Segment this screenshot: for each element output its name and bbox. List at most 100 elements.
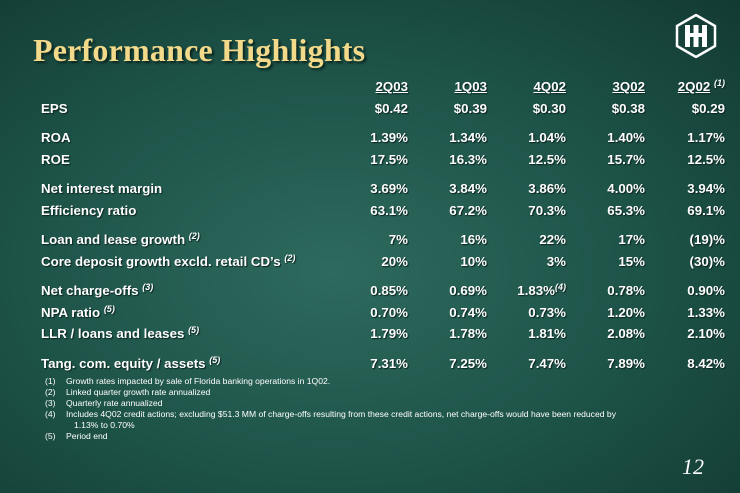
table-cell: 22% <box>539 232 566 248</box>
row-label: LLR / loans and leases (5) <box>41 325 200 342</box>
table-cell: 12.5% <box>528 151 566 167</box>
table-cell: 0.69% <box>449 283 487 299</box>
table-cell: 0.78% <box>607 283 645 299</box>
table-cell: 0.70% <box>370 304 408 320</box>
table-cell: 7.47% <box>528 355 566 371</box>
table-cell: 15.7% <box>607 151 645 167</box>
footnote-text-continued: 1.13% to 0.70% <box>74 420 135 430</box>
table-cell: 0.73% <box>528 304 566 320</box>
table-cell: $0.38 <box>611 100 645 116</box>
table-cell: (30)% <box>689 253 725 269</box>
table-row: ROE 17.5% 16.3% 12.5% 15.7% 12.5% <box>41 149 725 171</box>
column-header: 2Q02 (1) <box>677 78 725 95</box>
table-cell: 65.3% <box>607 202 645 218</box>
table-row: NPA ratio (5) 0.70% 0.74% 0.73% 1.20% 1.… <box>41 302 725 324</box>
table-cell: 1.17% <box>687 130 725 146</box>
huntington-logo-icon <box>675 14 717 58</box>
footnote-ref: (5) <box>188 325 200 336</box>
table-cell: 20% <box>381 253 408 269</box>
row-label: Efficiency ratio <box>41 202 137 218</box>
row-label: Net interest margin <box>41 181 163 197</box>
table-cell: 1.79% <box>370 326 408 342</box>
footnote-ref: (3) <box>142 282 154 293</box>
footnote: (2) Linked quarter growth rate annualize… <box>45 387 705 398</box>
row-label: ROE <box>41 151 70 167</box>
page-title: Performance Highlights <box>33 32 366 68</box>
table-cell: 12.5% <box>687 151 725 167</box>
table-cell: 2.10% <box>687 326 725 342</box>
footnote-number: (1) <box>45 376 56 386</box>
row-label: Loan and lease growth (2) <box>41 231 200 248</box>
table-cell: 1.40% <box>607 130 645 146</box>
table-cell: 3.94% <box>687 181 725 197</box>
table-cell: 0.85% <box>370 283 408 299</box>
table-cell: 3.84% <box>449 181 487 197</box>
table-cell: 70.3% <box>528 202 566 218</box>
table-cell: 1.83%(4) <box>517 282 566 299</box>
table-cell: 1.78% <box>449 326 487 342</box>
table-cell: 1.34% <box>449 130 487 146</box>
table-row: Net charge-offs (3) 0.85% 0.69% 1.83%(4)… <box>41 280 725 302</box>
footnote: (4) Includes 4Q02 credit actions; exclud… <box>45 409 705 431</box>
footnote-number: (3) <box>45 398 56 408</box>
table-cell: 2.08% <box>607 326 645 342</box>
footnotes: (1) Growth rates impacted by sale of Flo… <box>45 376 705 442</box>
footnote-text: Quarterly rate annualized <box>66 398 163 408</box>
table-cell: $0.39 <box>453 100 487 116</box>
table-cell: 17.5% <box>370 151 408 167</box>
table-cell: 10% <box>460 253 487 269</box>
table-row: ROA 1.39% 1.34% 1.04% 1.40% 1.17% <box>41 127 725 149</box>
footnote-number: (5) <box>45 431 56 441</box>
table-row: Core deposit growth excld. retail CD’s (… <box>41 251 725 273</box>
table-cell: 0.74% <box>449 304 487 320</box>
table-cell: 16% <box>460 232 487 248</box>
footnote: (3) Quarterly rate annualized <box>45 398 705 409</box>
table-cell: 3% <box>546 253 566 269</box>
table-cell: 15% <box>618 253 645 269</box>
table-cell: $0.29 <box>691 100 725 116</box>
column-header: 3Q02 <box>612 79 645 95</box>
row-label: ROA <box>41 130 71 146</box>
table-cell: 7.25% <box>449 355 487 371</box>
column-header: 2Q03 <box>375 79 408 95</box>
column-header: 4Q02 <box>533 79 566 95</box>
table-cell: $0.30 <box>532 100 566 116</box>
footnote: (5) Period end <box>45 431 705 442</box>
column-header: 1Q03 <box>454 79 487 95</box>
table-cell: 1.39% <box>370 130 408 146</box>
footnote-number: (2) <box>45 387 56 397</box>
footnote-text: Linked quarter growth rate annualized <box>66 387 211 397</box>
table-cell: 3.69% <box>370 181 408 197</box>
table-cell: 16.3% <box>449 151 487 167</box>
table-cell: 1.04% <box>528 130 566 146</box>
table-row: Tang. com. equity / assets (5) 7.31% 7.2… <box>41 353 725 375</box>
footnote-ref: (4) <box>555 282 566 293</box>
table-cell: 7.31% <box>370 355 408 371</box>
footnote-number: (4) <box>45 409 56 419</box>
table-row: Efficiency ratio 63.1% 67.2% 70.3% 65.3%… <box>41 200 725 222</box>
table-cell: $0.42 <box>374 100 408 116</box>
page-number: 12 <box>682 454 704 479</box>
footnote-ref: (2) <box>284 252 296 263</box>
table-cell: 63.1% <box>370 202 408 218</box>
footnote-text: Includes 4Q02 credit actions; excluding … <box>66 409 616 419</box>
table-row: EPS $0.42 $0.39 $0.30 $0.38 $0.29 <box>41 98 725 120</box>
row-label: Core deposit growth excld. retail CD’s (… <box>41 252 296 269</box>
table-cell: 7.89% <box>607 355 645 371</box>
footnote-text: Period end <box>66 431 108 441</box>
table-cell: 4.00% <box>607 181 645 197</box>
footnote-ref: (1) <box>714 78 725 89</box>
performance-table: 2Q03 1Q03 4Q02 3Q02 2Q02 (1) EPS $0.42 $… <box>41 76 725 374</box>
table-row: Loan and lease growth (2) 7% 16% 22% 17%… <box>41 229 725 251</box>
footnote-ref: (5) <box>209 354 221 365</box>
row-label: Tang. com. equity / assets (5) <box>41 354 221 371</box>
table-cell: 3.86% <box>528 181 566 197</box>
table-cell: 1.33% <box>687 304 725 320</box>
row-label: NPA ratio (5) <box>41 303 115 320</box>
row-label: Net charge-offs (3) <box>41 282 154 299</box>
table-cell: 1.20% <box>607 304 645 320</box>
footnote-text: Growth rates impacted by sale of Florida… <box>66 376 331 386</box>
table-cell: 7% <box>388 232 408 248</box>
footnote-ref: (2) <box>188 231 200 242</box>
footnote-ref: (5) <box>103 303 115 314</box>
